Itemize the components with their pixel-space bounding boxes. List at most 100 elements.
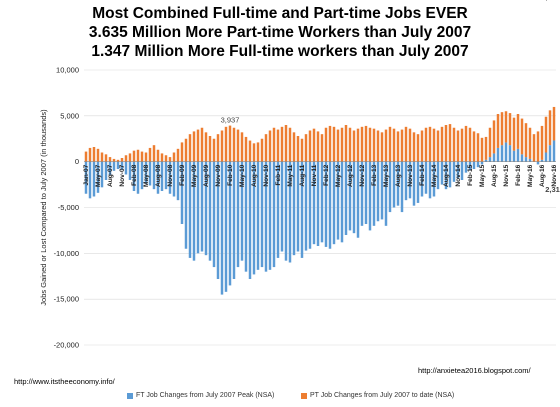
ft-bar — [552, 140, 556, 162]
pt-bar — [440, 126, 444, 162]
ft-bar — [196, 161, 200, 254]
ft-bar — [372, 161, 376, 226]
ft-bar — [184, 161, 188, 249]
pt-bar — [148, 147, 152, 162]
ft-bar — [260, 161, 264, 268]
pt-bar — [412, 132, 416, 162]
pt-bar — [448, 124, 452, 162]
x-tick-label: Feb-11 — [275, 164, 282, 185]
ft-bar — [128, 161, 132, 180]
ft-bar — [284, 161, 288, 261]
ft-bar — [324, 161, 328, 247]
x-tick-label: Nov-15 — [503, 164, 510, 186]
ft-bar — [216, 161, 220, 279]
pt-bar — [416, 134, 420, 162]
ft-bar — [152, 161, 156, 190]
ft-bar — [424, 161, 428, 194]
pt-bar — [356, 128, 360, 162]
ft-bar — [112, 161, 116, 171]
pt-bar — [212, 138, 216, 162]
ft-bar — [436, 161, 440, 190]
ft-bar — [240, 161, 244, 261]
ft-bar — [236, 161, 240, 268]
pt-bar — [456, 130, 460, 162]
pt-bar — [548, 110, 552, 146]
pt-bar — [424, 127, 428, 162]
pt-bar — [404, 126, 408, 162]
pt-bar — [384, 129, 388, 162]
ft-bar — [304, 161, 308, 251]
ft-bar — [100, 161, 104, 188]
ft-bar — [164, 161, 168, 190]
ft-bar — [160, 161, 164, 191]
ft-bar — [548, 145, 552, 162]
pt-bar — [244, 136, 248, 162]
ft-bar — [504, 142, 508, 162]
ft-bar — [224, 161, 228, 292]
ft-bar — [144, 161, 148, 184]
ft-bar — [392, 161, 396, 208]
ft-bar — [228, 161, 232, 286]
x-tick-label: May-16 — [527, 164, 534, 187]
ft-bar — [104, 161, 108, 180]
ft-bar — [460, 161, 464, 180]
ft-bar — [188, 161, 192, 258]
ft-bar — [376, 161, 380, 222]
pt-bar — [128, 153, 132, 162]
pt-bar — [196, 129, 200, 162]
pt-bar — [460, 128, 464, 162]
ft-bar — [132, 161, 136, 191]
x-tick-label: Jan-07 — [83, 164, 90, 185]
pt-bar — [512, 117, 516, 151]
pt-bar — [472, 131, 476, 162]
pt-bar — [168, 157, 172, 162]
ft-bar — [464, 161, 468, 173]
pt-bar — [248, 140, 252, 162]
ft-bar — [364, 161, 368, 224]
legend-swatch-ft — [127, 392, 133, 399]
pt-bar — [296, 136, 300, 162]
pt-bar — [492, 120, 496, 154]
ft-bar — [108, 161, 112, 176]
pt-bar — [536, 131, 540, 162]
pt-bar — [444, 125, 448, 162]
x-tick-label: Nov-10 — [263, 164, 270, 186]
pt-bar — [268, 130, 272, 162]
ft-bar — [508, 145, 512, 162]
x-tick-label: Feb-10 — [227, 164, 234, 186]
ft-bar — [172, 161, 176, 197]
pt-bar — [204, 132, 208, 162]
ft-bar — [156, 161, 160, 194]
pt-bar — [328, 125, 332, 162]
ft-bar — [356, 161, 360, 238]
x-tick-label: May-10 — [239, 164, 246, 187]
pt-bar — [264, 134, 268, 162]
pt-bar — [272, 127, 276, 162]
x-tick-label: Nov-14 — [455, 164, 462, 186]
ft-bar — [520, 154, 524, 162]
ft-bar — [412, 161, 416, 206]
y-tick-label: -20,000 — [54, 341, 79, 350]
pt-bar — [368, 127, 372, 162]
ft-bar — [452, 161, 456, 182]
pt-bar — [432, 128, 436, 162]
ft-bar — [148, 161, 152, 186]
pt-bar — [88, 147, 92, 162]
legend-item-ft: FT Job Changes from July 2007 Peak (NSA) — [127, 392, 274, 399]
ft-bar — [300, 161, 304, 258]
x-tick-label: Feb-16 — [515, 164, 522, 186]
pt-bar — [304, 134, 308, 162]
ft-bar — [360, 161, 364, 226]
x-tick-label: Aug-12 — [347, 164, 354, 187]
pt-bar — [376, 130, 380, 162]
ft-bar — [440, 161, 444, 185]
x-tick-label: Nov-07 — [119, 164, 126, 186]
pt-bar — [288, 127, 292, 162]
pt-bar — [104, 154, 108, 162]
ft-bar — [136, 161, 140, 194]
pt-bar — [400, 129, 404, 162]
chart-title: Most Combined Full-time and Part-time Jo… — [0, 4, 560, 61]
ft-bar — [328, 161, 332, 249]
x-tick-label: Feb-09 — [179, 164, 186, 186]
